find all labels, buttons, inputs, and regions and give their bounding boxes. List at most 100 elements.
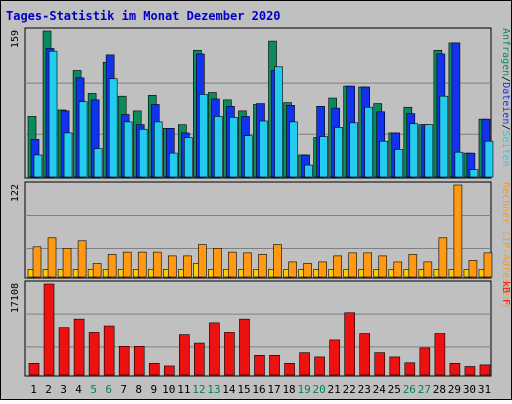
requests-bar-seiten-23: [364, 106, 374, 178]
visits-bar-rechner-25: [393, 261, 403, 278]
volume-y-max-label: 17108: [10, 283, 21, 313]
x-label-29: 29: [448, 383, 461, 396]
visits-bar-rechner-21: [333, 255, 342, 278]
volume-bar-kb-f-4: [73, 318, 85, 376]
requests-bar-seiten-24: [379, 140, 389, 178]
x-label-21: 21: [328, 383, 341, 396]
requests-bar-seiten-26: [409, 123, 419, 178]
requests-legend-item-seiten: Seiten: [500, 130, 511, 166]
x-label-24: 24: [373, 383, 387, 396]
visits-bar-rechner-11: [183, 255, 192, 278]
volume-bar-kb-f-14: [224, 332, 235, 376]
volume-bar-kb-f-18: [284, 362, 295, 376]
requests-y-max-label: 159: [10, 30, 21, 48]
visits-bar-rechner-19: [303, 263, 312, 278]
requests-bar-seiten-19: [304, 164, 313, 178]
x-label-1: 1: [30, 383, 37, 396]
requests-bar-seiten-9: [153, 121, 163, 178]
visits-bar-rechner-1: [32, 246, 42, 278]
volume-bar-kb-f-17: [269, 355, 280, 376]
visits-bar-rechner-17: [273, 244, 282, 278]
requests-bar-seiten-14: [229, 117, 238, 178]
volume-bar-kb-f-19: [299, 352, 310, 376]
x-label-12: 12: [192, 383, 205, 396]
volume-bar-kb-f-2: [43, 283, 55, 376]
visits-bar-rechner-8: [137, 251, 147, 278]
visits-bar-rechner-3: [62, 248, 72, 278]
requests-bar-seiten-12: [199, 94, 208, 178]
volume-bar-kb-f-22: [344, 312, 355, 376]
visits-bar-rechner-31: [483, 252, 493, 278]
visits-bar-rechner-27: [423, 261, 433, 278]
visits-bar-rechner-30: [468, 260, 478, 278]
requests-bar-seiten-10: [168, 152, 178, 178]
x-label-8: 8: [135, 383, 142, 396]
visits-legend-item-rechner: Rechner: [500, 182, 511, 224]
x-label-31: 31: [478, 383, 491, 396]
requests-bar-seiten-5: [93, 148, 103, 178]
volume-bar-kb-f-11: [179, 334, 190, 376]
requests-bar-seiten-27: [424, 124, 434, 178]
requests-bar-seiten-16: [259, 120, 268, 178]
requests-legend-separator-2: /: [500, 124, 511, 130]
volume-legend: kB F: [500, 281, 511, 305]
volume-bar-kb-f-16: [254, 355, 265, 376]
requests-legend: Anfragen/Dateien/Seiten: [500, 28, 511, 167]
x-label-25: 25: [388, 383, 401, 396]
visits-bar-rechner-15: [243, 252, 252, 278]
x-axis-labels: 1 2 3 4 5 6 7 8 9 10 11 12 13 14 15 16 17 18 19 20 21 22 23 24 2…: [30, 383, 491, 396]
visits-bar-rechner-5: [92, 263, 102, 278]
x-label-11: 11: [177, 383, 190, 396]
visits-bar-rechner-7: [122, 251, 132, 278]
volume-bar-kb-f-6: [103, 325, 115, 376]
visits-bar-rechner-6: [107, 254, 117, 278]
visits-panel: 122 Rechner (IP-Adressen): [10, 181, 511, 308]
x-label-28: 28: [433, 383, 446, 396]
volume-bar-kb-f-9: [148, 362, 160, 376]
chart-title: Tages-Statistik im Monat Dezember 2020: [6, 9, 281, 23]
requests-bar-seiten-20: [319, 136, 328, 178]
volume-bar-kb-f-20: [314, 356, 325, 376]
visits-bar-rechner-13: [213, 248, 222, 278]
volume-bar-kb-f-5: [88, 332, 100, 376]
requests-bar-seiten-15: [244, 135, 253, 178]
x-label-14: 14: [222, 383, 236, 396]
volume-bar-kb-f-29: [449, 362, 461, 376]
x-label-6: 6: [105, 383, 112, 396]
x-label-7: 7: [120, 383, 127, 396]
x-label-18: 18: [282, 383, 295, 396]
requests-bar-seiten-4: [78, 101, 88, 178]
requests-bar-seiten-7: [123, 121, 133, 178]
volume-legend-item-kb-f: kB F: [500, 281, 511, 305]
visits-y-max-label: 122: [10, 184, 21, 202]
visits-bar-rechner-9: [152, 251, 162, 278]
panels: 159 Anfragen/Dateien/Seiten 122 Rechner (IP…: [10, 27, 511, 377]
requests-bar-seiten-6: [108, 78, 118, 178]
visits-bar-rechner-16: [258, 254, 267, 278]
requests-bar-seiten-3: [63, 132, 73, 178]
volume-bar-kb-f-3: [58, 327, 70, 376]
visits-bar-rechner-4: [77, 240, 87, 278]
x-label-27: 27: [418, 383, 431, 396]
requests-bar-seiten-29: [454, 151, 464, 178]
visits-bar-rechner-18: [288, 261, 297, 278]
x-label-9: 9: [150, 383, 157, 396]
volume-bar-kb-f-21: [329, 339, 340, 376]
volume-bar-kb-f-30: [464, 366, 476, 376]
volume-bar-kb-f-27: [419, 347, 431, 376]
visits-bar-rechner-20: [318, 261, 327, 278]
visits-bar-rechner-29: [453, 184, 463, 278]
requests-bar-seiten-2: [48, 50, 58, 178]
volume-bar-kb-f-13: [209, 322, 220, 376]
volume-bar-kb-f-25: [389, 356, 401, 376]
visits-bar-rechner-24: [378, 255, 388, 278]
visits-legend: Rechner (IP-Adressen): [500, 182, 511, 308]
x-label-2: 2: [45, 383, 52, 396]
volume-bar-kb-f-31: [479, 364, 491, 376]
requests-bar-seiten-11: [184, 137, 193, 178]
volume-bar-kb-f-26: [404, 362, 416, 376]
x-label-23: 23: [358, 383, 371, 396]
volume-bar-kb-f-1: [28, 362, 40, 376]
